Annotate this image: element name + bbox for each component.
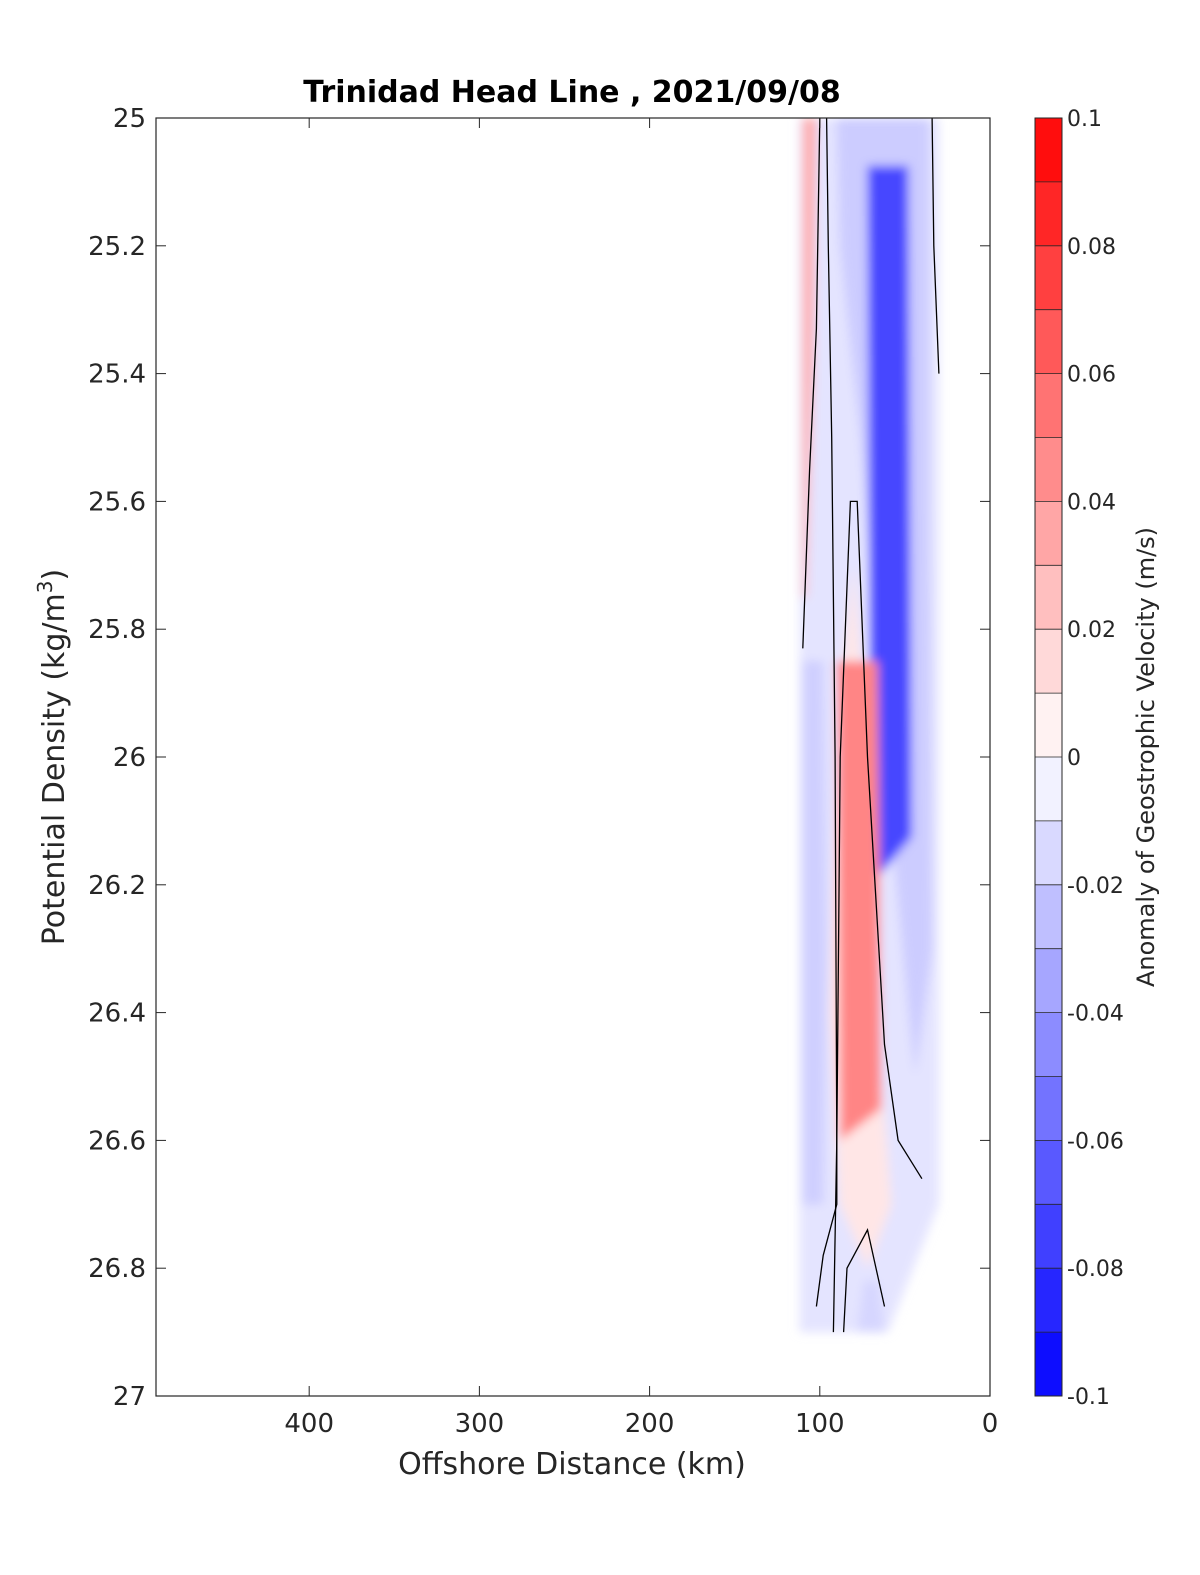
colorbar-segment (1035, 693, 1062, 758)
colorbar-frame (1034, 117, 1063, 1397)
colorbar-segment (1035, 245, 1062, 311)
colorbar-segment (1035, 437, 1062, 502)
band-subsurface-red-core-core (836, 661, 882, 1141)
chart-title: Trinidad Head Line , 2021/09/08 (303, 75, 840, 110)
zero-contours (802, 118, 940, 1333)
colorbar-tick-label: -0.06 (1067, 1129, 1124, 1154)
colorbar-tick-label: 0 (1067, 746, 1081, 771)
colorbar-tick-label: 0.1 (1067, 107, 1102, 132)
colorbar-segment (1035, 629, 1062, 694)
colorbar-segment (1035, 373, 1062, 438)
colorbar-tick-label: 0.08 (1067, 235, 1116, 260)
colorbar-segment (1035, 757, 1062, 822)
zero-contour-3 (832, 500, 923, 1333)
y-tick-label: 27 (113, 1382, 146, 1412)
colorbar-segment (1035, 948, 1062, 1014)
band-offshore-blue-strip-mid (802, 661, 827, 1205)
colorbar-segment (1035, 565, 1062, 630)
colorbar-tick-label: 0.06 (1067, 363, 1116, 388)
y-tick-label: 25.8 (88, 615, 146, 645)
y-tick-label: 25.6 (88, 487, 146, 517)
y-tick-label: 26 (113, 743, 146, 773)
y-axis-label-main: Potential Density (kg/m (37, 593, 72, 945)
colorbar-segment (1035, 181, 1062, 247)
colorbar-segment (1035, 1268, 1062, 1333)
zero-contour-1 (815, 118, 838, 1307)
band-deep-blue-patch-mid (857, 1281, 885, 1333)
zero-contour-2 (842, 1228, 886, 1333)
colorbar-tick-label: -0.04 (1067, 1002, 1124, 1027)
colorbar-tick-label: 0.04 (1067, 490, 1116, 515)
x-tick-label: 400 (284, 1409, 334, 1439)
colorbar-segment (1035, 309, 1062, 375)
y-tick-label: 26.6 (88, 1126, 146, 1156)
y-axis: 25 25.2 25.4 25.6 25.8 26 26.2 26.4 26.6 26.8 27 (88, 104, 990, 1412)
colorbar: 0.1 0.08 0.06 0.04 0.02 0 -0.02 -0.04 -0.06 -0.08… (1034, 107, 1124, 1410)
zero-contour-4 (931, 118, 940, 374)
colorbar-segment (1035, 1204, 1062, 1269)
band-surface-blue-core-core (867, 165, 912, 885)
y-axis-label-sup: 3 (33, 580, 57, 593)
colorbar-label: Anomaly of Geostrophic Velocity (m/s) (1132, 527, 1160, 987)
colorbar-segment (1035, 118, 1062, 183)
y-axis-label: Potential Density (kg/m3) (33, 569, 72, 945)
colorbar-segment (1035, 884, 1062, 950)
colorbar-segment (1035, 1332, 1062, 1397)
x-axis-label: Offshore Distance (km) (398, 1447, 746, 1482)
y-tick-label: 26.8 (88, 1254, 146, 1284)
colorbar-segment (1035, 1076, 1062, 1141)
colorbar-segment (1035, 501, 1062, 566)
velocity-field (799, 118, 939, 1333)
x-axis: 400 300 200 100 0 (284, 118, 998, 1439)
y-tick-label: 25.2 (88, 232, 146, 262)
colorbar-tick-label: -0.02 (1067, 874, 1124, 899)
colorbar-segment (1035, 1012, 1062, 1077)
y-tick-label: 25.4 (88, 360, 146, 390)
colorbar-tick-label: -0.08 (1067, 1257, 1124, 1282)
x-tick-label: 300 (455, 1409, 505, 1439)
colorbar-segment (1035, 820, 1062, 886)
y-tick-label: 26.4 (88, 999, 146, 1029)
y-tick-label: 26.2 (88, 871, 146, 901)
y-axis-label-tail: ) (37, 569, 72, 581)
x-tick-label: 100 (795, 1409, 845, 1439)
y-tick-label: 25 (113, 104, 146, 134)
band-nearshore-red-strip-mid (802, 118, 817, 598)
colorbar-segment (1035, 1140, 1062, 1205)
x-tick-label: 200 (625, 1409, 675, 1439)
colorbar-tick-label: 0.02 (1067, 618, 1116, 643)
x-tick-label: 0 (982, 1409, 999, 1439)
zero-contour-0 (802, 118, 821, 649)
colorbar-tick-label: -0.1 (1067, 1385, 1110, 1410)
